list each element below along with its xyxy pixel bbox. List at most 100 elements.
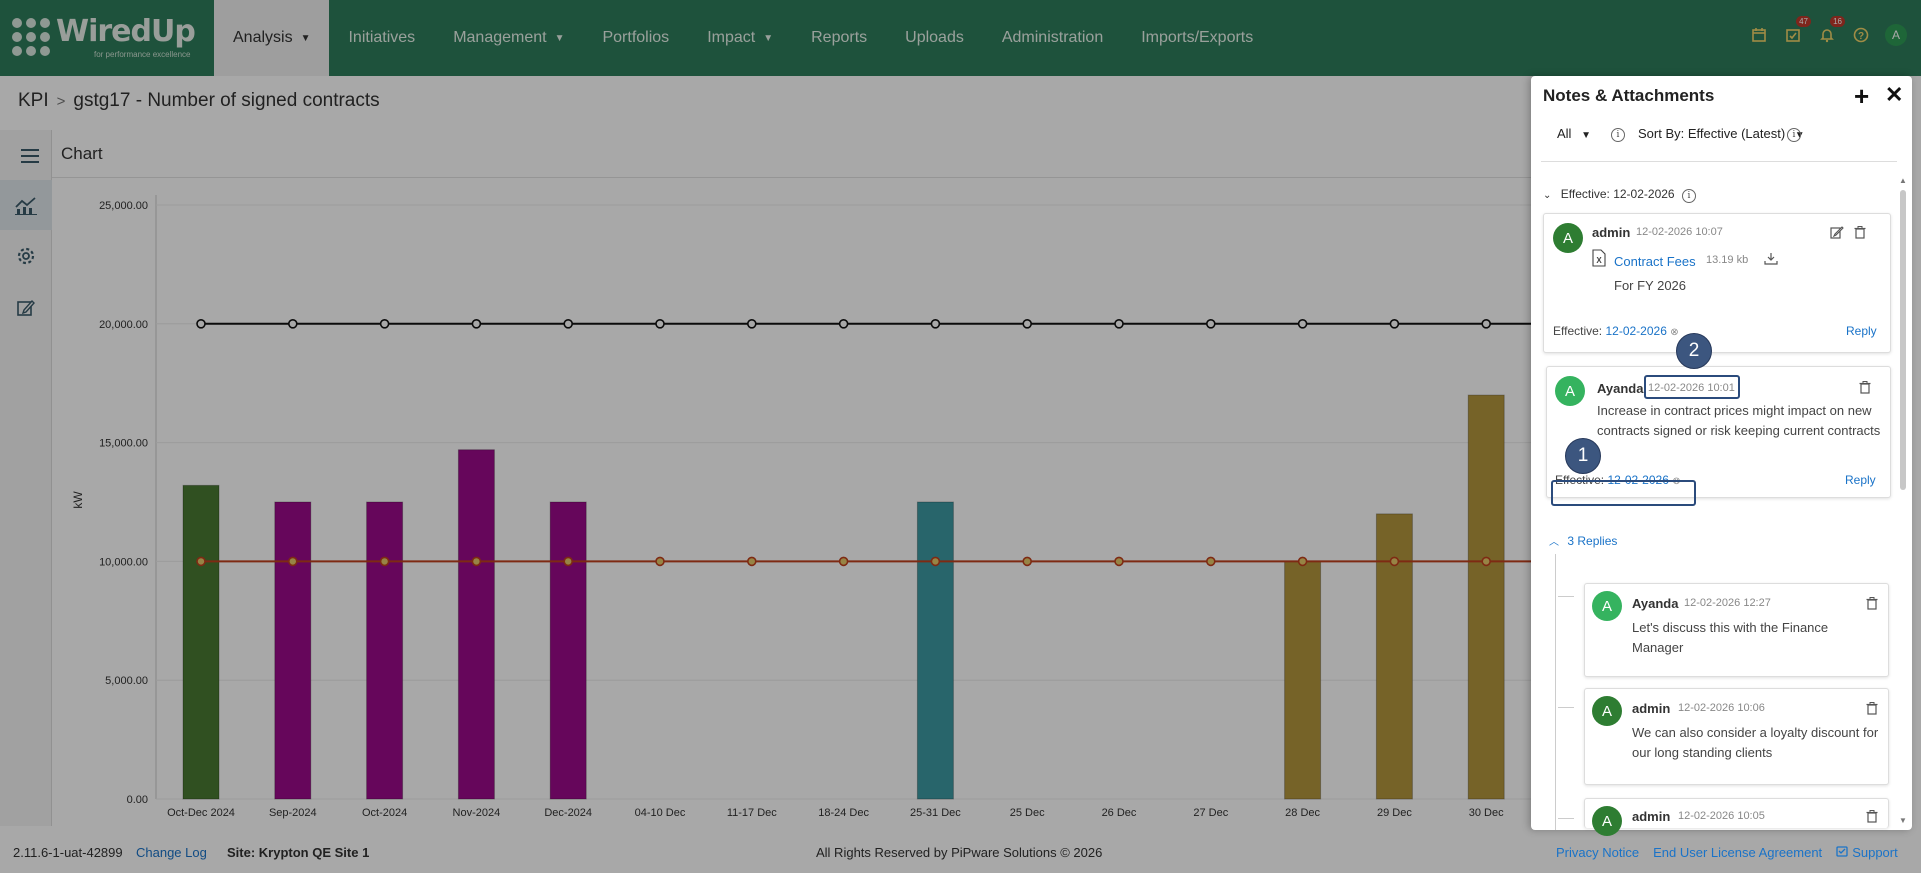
note-author: admin <box>1592 225 1631 240</box>
caret-down-icon: ▼ <box>763 32 774 44</box>
panel-title: Notes & Attachments <box>1543 86 1715 105</box>
menu-icon[interactable] <box>14 140 46 172</box>
settings-gear-icon[interactable] <box>10 240 42 272</box>
x-tick-label: Nov-2024 <box>453 807 501 819</box>
x-tick-label: 18-24 Dec <box>818 807 869 819</box>
bar <box>457 449 495 800</box>
nav-portfolios-label: Portfolios <box>602 29 670 46</box>
line-point <box>1481 319 1491 329</box>
privacy-notice-link[interactable]: Privacy Notice <box>1556 845 1640 860</box>
tasks-icon[interactable]: 47 <box>1783 16 1811 45</box>
x-tick-label: 27 Dec <box>1193 807 1228 819</box>
line-point <box>288 319 298 329</box>
site-label: Site: Krypton QE Site 1 <box>227 845 370 860</box>
reply-card: A Ayanda 12-02-2026 12:27 Let's discuss … <box>1584 583 1889 677</box>
line-point <box>1022 319 1033 329</box>
caret-down-icon: ▼ <box>300 32 311 44</box>
effective-label: Effective: <box>1553 324 1603 338</box>
trash-icon[interactable] <box>1865 701 1879 715</box>
nav-management[interactable]: Management ▼ <box>434 0 583 76</box>
nav-reports[interactable]: Reports <box>792 0 886 76</box>
note-timestamp: 12-02-2026 10:07 <box>1636 226 1723 238</box>
chevron-down-icon: ⌄ <box>1543 190 1552 201</box>
x-tick-label: 28 Dec <box>1285 807 1320 819</box>
avatar: A <box>1592 806 1622 836</box>
svg-text:?: ? <box>1858 31 1864 42</box>
effective-date-link[interactable]: 12-02-2026 <box>1605 324 1667 338</box>
trash-icon[interactable] <box>1865 596 1879 610</box>
notes-attachments-panel: Notes & Attachments + ✕ All ▼ i Sort By:… <box>1531 76 1912 836</box>
nav-impact[interactable]: Impact ▼ <box>688 0 792 76</box>
thread-connector <box>1558 818 1574 819</box>
kpi-chart: 0.00 5,000.00 10,000.00 15,000.00 20,000.00 2… <box>52 180 1532 826</box>
line-point <box>655 556 665 567</box>
trash-icon[interactable] <box>1853 225 1867 239</box>
footer-links: Privacy Notice End User License Agreemen… <box>1556 845 1898 860</box>
info-icon[interactable]: i <box>1787 128 1801 142</box>
reply-timestamp: 12-02-2026 10:06 <box>1678 702 1765 714</box>
svg-text:X: X <box>1596 256 1602 265</box>
support-link[interactable]: Support <box>1836 845 1898 860</box>
chart-view-icon[interactable] <box>0 180 52 230</box>
support-icon <box>1836 845 1848 860</box>
clear-date-icon[interactable]: ⊗ <box>1670 327 1679 338</box>
line-point <box>1206 319 1216 329</box>
panel-scrollbar[interactable]: ▲ ▼ <box>1899 176 1907 826</box>
nav-initiatives[interactable]: Initiatives <box>329 0 434 76</box>
trash-icon[interactable] <box>1865 809 1879 823</box>
reply-card: A admin 12-02-2026 10:06 We can also con… <box>1584 688 1889 785</box>
wiredup-logo[interactable]: WiredUp for performance excellence <box>12 14 212 62</box>
nav-analysis[interactable]: Analysis ▼ <box>214 0 330 76</box>
download-icon[interactable] <box>1764 252 1778 266</box>
line-point <box>471 319 482 329</box>
scroll-up-icon[interactable]: ▲ <box>1899 176 1907 185</box>
x-tick-label: Oct-2024 <box>362 807 407 819</box>
tasks-badge: 47 <box>1796 16 1811 27</box>
x-tick-label: 11-17 Dec <box>727 807 777 819</box>
nav-portfolios[interactable]: Portfolios <box>583 0 688 76</box>
nav-imports-exports[interactable]: Imports/Exports <box>1122 0 1272 76</box>
reply-link[interactable]: Reply <box>1845 473 1876 487</box>
sort-dropdown[interactable]: Sort By: Effective (Latest) ▼ <box>1638 126 1805 141</box>
reply-author: admin <box>1632 701 1671 716</box>
effective-group-header[interactable]: ⌄ Effective: 12-02-2026 i <box>1543 187 1696 203</box>
reply-text: We can also consider a loyalty discount … <box>1632 725 1879 760</box>
replies-toggle[interactable]: ︿ 3 Replies <box>1549 533 1617 548</box>
change-log-link[interactable]: Change Log <box>136 845 207 860</box>
attachment-link[interactable]: Contract Fees <box>1614 254 1696 269</box>
thread-line <box>1555 554 1556 830</box>
scrollbar-thumb[interactable] <box>1900 190 1906 490</box>
filter-dropdown[interactable]: All ▼ <box>1557 126 1591 141</box>
trash-icon[interactable] <box>1858 380 1872 394</box>
info-icon[interactable]: i <box>1681 189 1696 203</box>
edit-note-icon[interactable] <box>10 292 42 324</box>
bell-icon[interactable]: 16 <box>1817 16 1845 45</box>
effective-date-highlight <box>1551 480 1696 506</box>
y-tick-label: 15,000.00 <box>99 438 148 450</box>
chevron-right-icon: > <box>56 92 66 110</box>
edit-icon[interactable] <box>1830 225 1844 239</box>
line-point <box>471 556 482 567</box>
breadcrumb-root[interactable]: KPI <box>18 90 49 111</box>
note-card: A Ayanda 12-02-2026 10:01 Increase in co… <box>1546 366 1891 498</box>
nav-uploads[interactable]: Uploads <box>886 0 983 76</box>
reply-timestamp: 12-02-2026 12:27 <box>1684 597 1771 609</box>
info-icon[interactable]: i <box>1611 128 1625 142</box>
close-icon[interactable]: ✕ <box>1885 82 1904 107</box>
calendar-icon[interactable] <box>1749 25 1769 45</box>
line-point <box>1297 319 1308 329</box>
reply-link[interactable]: Reply <box>1846 324 1877 338</box>
logo-dots-icon <box>12 18 50 56</box>
copyright-label: All Rights Reserved by PiPware Solutions… <box>816 845 1103 860</box>
help-icon[interactable]: ? <box>1851 25 1871 45</box>
user-avatar[interactable]: A <box>1885 24 1907 46</box>
x-tick-label: Oct-Dec 2024 <box>167 807 235 819</box>
eula-link[interactable]: End User License Agreement <box>1653 845 1823 860</box>
nav-administration[interactable]: Administration <box>983 0 1122 76</box>
y-tick-label: 25,000.00 <box>99 200 148 212</box>
scroll-down-icon[interactable]: ▼ <box>1899 816 1907 825</box>
step-marker-2: 2 <box>1676 333 1712 369</box>
line-point <box>838 319 849 329</box>
add-note-plus-icon[interactable]: + <box>1854 81 1870 111</box>
x-tick-label: Sep-2024 <box>269 807 317 819</box>
